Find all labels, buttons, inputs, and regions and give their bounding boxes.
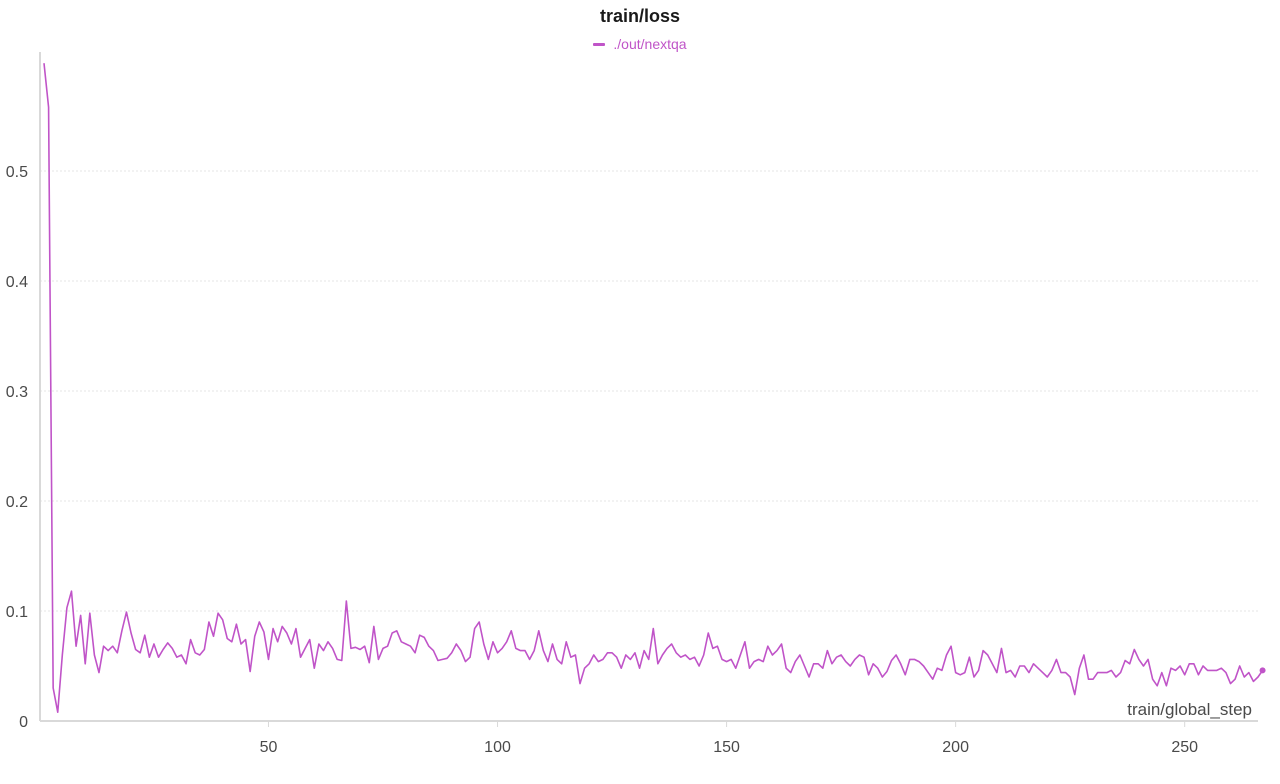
x-tick-label: 50 <box>260 739 278 756</box>
y-tick-label: 0.3 <box>6 384 28 401</box>
y-tick-label: 0.4 <box>6 274 28 291</box>
y-tick-label: 0.5 <box>6 164 28 181</box>
legend-series-label: ./out/nextqa <box>613 36 687 52</box>
series-line[interactable] <box>43 63 1264 714</box>
y-tick-label: 0.2 <box>6 494 28 511</box>
legend-swatch <box>593 42 606 46</box>
axis-layer <box>39 52 1258 727</box>
x-tick-label: 150 <box>713 739 740 756</box>
series-endpoint <box>1259 667 1266 674</box>
label-layer: 0 0.1 0.2 0.3 0.4 0.5 50 100 150 200 250 train/glob… <box>6 164 1252 756</box>
chart-title: train/loss <box>599 6 681 26</box>
grid-layer <box>40 170 1258 612</box>
y-tick-label: 0 <box>19 714 28 731</box>
x-axis-label: train/global_step <box>1127 700 1252 719</box>
y-tick-label: 0.1 <box>6 604 28 621</box>
series-layer <box>43 63 1266 714</box>
x-tick-label: 100 <box>484 739 511 756</box>
x-tick-label: 250 <box>1171 739 1198 756</box>
legend[interactable]: ./out/nextqa <box>0 36 1280 52</box>
x-tick-label: 200 <box>942 739 969 756</box>
